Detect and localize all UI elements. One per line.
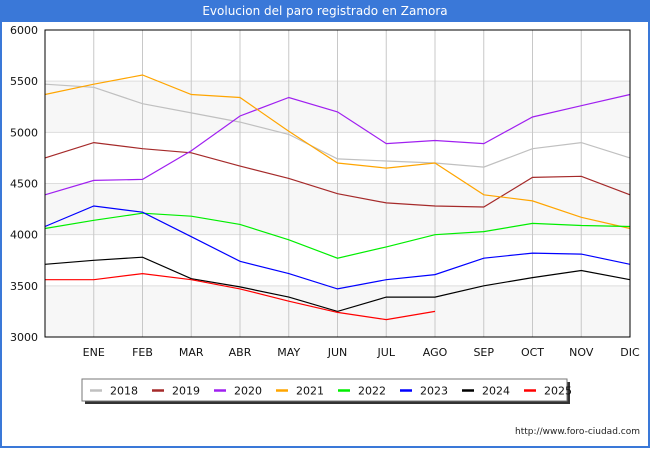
x-tick-label: MAR	[179, 346, 204, 359]
x-tick-label: OCT	[521, 346, 544, 359]
series-line-2022	[44, 212, 631, 259]
legend-label-2022: 2022	[358, 385, 386, 398]
source-credit: http://www.foro-ciudad.com	[515, 427, 640, 437]
x-tick-label: SEP	[473, 346, 494, 359]
series-lines	[44, 74, 631, 321]
y-tick-label: 5500	[10, 75, 38, 88]
y-tick-label: 6000	[10, 24, 38, 37]
y-tick-label: 3000	[10, 331, 38, 344]
plot-border	[44, 29, 631, 338]
legend-label-2020: 2020	[234, 385, 262, 398]
series-line-2020	[44, 93, 631, 196]
x-tick-label: AGO	[423, 346, 448, 359]
x-tick-label: JUN	[327, 346, 348, 359]
legend-box	[81, 378, 568, 402]
legend-label-2025: 2025	[544, 385, 572, 398]
y-tick-label: 3500	[10, 280, 38, 293]
legend-label-2019: 2019	[172, 385, 200, 398]
x-tick-label: DIC	[620, 346, 640, 359]
chart-title: Evolucion del paro registrado en Zamora	[0, 0, 650, 22]
y-axis-ticks: 3000 3500 4000 4500 5000 5500 6000	[10, 24, 38, 344]
series-line-2024	[44, 256, 631, 313]
legend-label-2023: 2023	[420, 385, 448, 398]
legend-label-2018: 2018	[110, 385, 138, 398]
x-axis-ticks: ENE FEB MAR ABR MAY JUN JUL AGO SEP OCT NOV DIC	[83, 346, 640, 359]
y-tick-label: 4500	[10, 178, 38, 191]
legend-label-2024: 2024	[482, 385, 510, 398]
x-tick-label: FEB	[132, 346, 153, 359]
x-tick-label: JUL	[377, 346, 396, 359]
series-line-2018	[44, 83, 631, 168]
x-tick-label: NOV	[569, 346, 594, 359]
series-line-2021	[44, 74, 631, 230]
y-tick-label: 5000	[10, 126, 38, 139]
series-line-2025	[45, 272, 436, 321]
legend: 2018 2019 2020 2021 2022 2023 2024 2025	[81, 378, 572, 404]
legend-label-2021: 2021	[296, 385, 324, 398]
series-line-2023	[44, 205, 631, 290]
x-tick-label: MAY	[277, 346, 300, 359]
x-tick-label: ABR	[229, 346, 252, 359]
series-line-2019	[44, 141, 631, 208]
y-tick-label: 4000	[10, 229, 38, 242]
x-tick-label: ENE	[83, 346, 105, 359]
